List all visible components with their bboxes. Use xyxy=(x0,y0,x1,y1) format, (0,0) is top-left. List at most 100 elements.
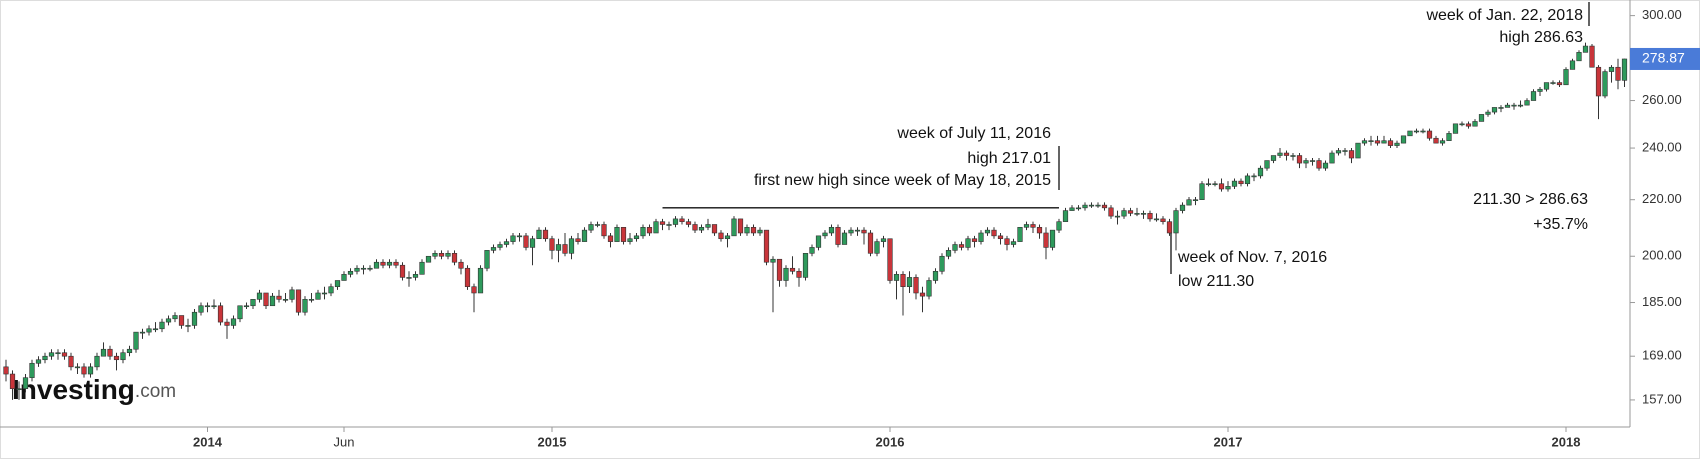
x-tick-label: 2014 xyxy=(193,434,223,449)
candle-body xyxy=(958,244,965,248)
candle-body xyxy=(1147,213,1153,220)
candle-body xyxy=(809,247,815,254)
candle-body xyxy=(1283,152,1290,156)
candle-body xyxy=(1608,66,1615,72)
candle-body xyxy=(139,331,146,334)
candle-body xyxy=(724,235,731,240)
candle-body xyxy=(802,253,809,278)
candle-body xyxy=(1329,152,1335,164)
candle-body xyxy=(1589,45,1595,68)
candle-body xyxy=(1446,133,1452,141)
candle-body xyxy=(471,286,477,294)
candle-body xyxy=(191,311,198,326)
candle-body xyxy=(425,255,432,263)
candle-body xyxy=(952,244,958,251)
candle-body xyxy=(607,235,614,242)
candle-body xyxy=(867,232,874,254)
candle-body xyxy=(679,218,685,222)
candle-body xyxy=(178,315,185,326)
candle-body xyxy=(633,235,640,240)
candle-body xyxy=(1082,204,1088,209)
candle-body xyxy=(107,348,113,357)
candle-body xyxy=(211,305,217,308)
candle-body xyxy=(68,355,74,368)
candle-body xyxy=(705,224,711,228)
candle-body xyxy=(256,292,263,300)
candle-body xyxy=(1056,221,1062,231)
candle-body xyxy=(1264,160,1270,169)
candle-body xyxy=(289,289,295,300)
candle-body xyxy=(1491,107,1498,113)
candle-body xyxy=(1400,135,1407,144)
candle-body xyxy=(549,238,555,251)
candle-body xyxy=(815,235,822,248)
candle-body xyxy=(1121,210,1127,217)
candle-body xyxy=(835,227,841,245)
candle-body xyxy=(243,305,250,308)
candle-body xyxy=(588,224,594,231)
candle-body xyxy=(1030,224,1036,228)
candle-body xyxy=(659,221,666,225)
candle-body xyxy=(1550,82,1556,84)
annotation-text: low 211.30 xyxy=(1178,273,1254,290)
candle-body xyxy=(874,241,880,254)
candle-body xyxy=(1381,140,1387,144)
candle-body xyxy=(1192,199,1199,201)
candle-body xyxy=(796,270,802,278)
candle-body xyxy=(1504,104,1511,108)
y-tick-label: 157.00 xyxy=(1642,391,1682,406)
y-tick-label: 300.00 xyxy=(1642,7,1682,22)
candle-body xyxy=(627,238,633,242)
candle-body xyxy=(854,229,861,232)
candle-body xyxy=(1524,100,1530,106)
candle-body xyxy=(666,224,672,226)
candle-body xyxy=(282,299,289,301)
candle-body xyxy=(380,261,386,266)
candle-body xyxy=(458,261,464,269)
candle-body xyxy=(783,267,789,281)
candle-body xyxy=(1485,111,1491,115)
y-tick-label: 200.00 xyxy=(1642,248,1682,263)
candle-body xyxy=(295,289,302,313)
candle-body xyxy=(770,258,776,263)
candle-body xyxy=(237,305,243,320)
candle-body xyxy=(165,318,172,323)
candle-body xyxy=(945,250,952,257)
candle-body xyxy=(1049,229,1056,248)
candle-body xyxy=(1498,107,1504,109)
annotation-text: week of July 11, 2016 xyxy=(896,125,1051,142)
candle-body xyxy=(562,244,568,254)
last-price-label: 278.87 xyxy=(1642,50,1685,66)
candle-body xyxy=(94,355,100,368)
annotation-text: high 217.01 xyxy=(967,150,1051,167)
last-price-badge xyxy=(1630,47,1700,70)
candle-body xyxy=(263,292,269,307)
candle-body xyxy=(1413,130,1420,133)
candle-body xyxy=(692,224,698,231)
candle-body xyxy=(1166,221,1173,234)
annotation-text: +35.7% xyxy=(1533,216,1588,233)
candle-body xyxy=(1257,167,1264,177)
candle-body xyxy=(763,229,770,263)
candle-body xyxy=(386,261,393,266)
candle-body xyxy=(1452,123,1459,134)
candle-body xyxy=(432,253,438,257)
candle-body xyxy=(542,229,549,240)
candle-body xyxy=(133,331,139,350)
candle-body xyxy=(1543,82,1550,90)
candle-body xyxy=(230,318,237,326)
candle-body xyxy=(1387,140,1394,146)
candle-body xyxy=(308,299,315,301)
y-tick-label: 220.00 xyxy=(1642,191,1682,206)
annotation-text: high 286.63 xyxy=(1499,29,1583,46)
candle-body xyxy=(172,315,178,320)
candle-body xyxy=(16,388,22,390)
candle-body xyxy=(1173,210,1179,234)
candle-body xyxy=(1517,104,1524,107)
candle-body xyxy=(347,270,354,275)
candle-body xyxy=(406,277,412,279)
candle-body xyxy=(1023,224,1030,228)
candle-body xyxy=(1602,71,1608,97)
candle-body xyxy=(354,267,360,272)
